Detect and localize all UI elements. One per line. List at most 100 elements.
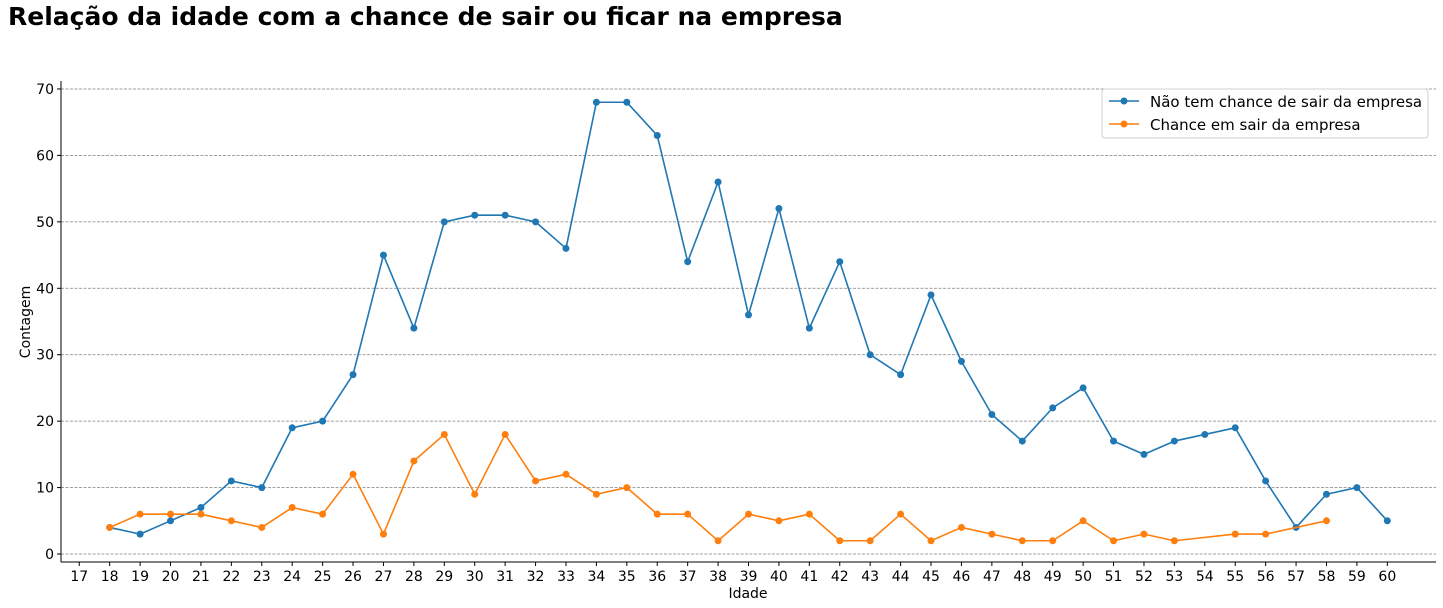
data-point — [684, 258, 692, 266]
x-tick-label: 33 — [557, 569, 575, 585]
x-tick-label: 37 — [679, 569, 697, 585]
data-point — [957, 523, 965, 531]
x-tick-label: 49 — [1044, 569, 1062, 585]
data-point — [866, 537, 874, 545]
data-point — [988, 411, 996, 419]
x-tick-label: 27 — [375, 569, 393, 585]
x-tick-label: 35 — [618, 569, 636, 585]
data-point — [927, 291, 935, 299]
legend-entry-chance-em-sair: Chance em sair da empresa — [1150, 116, 1361, 134]
data-point — [1231, 424, 1239, 432]
x-axis-label: Idade — [728, 586, 767, 602]
x-tick-label: 40 — [770, 569, 788, 585]
data-point — [1110, 537, 1118, 545]
data-point — [319, 417, 327, 425]
y-axis-ticks: 0 10 20 30 40 50 60 70 — [36, 82, 61, 563]
data-point — [1079, 517, 1087, 525]
y-tick-label: 20 — [36, 414, 54, 430]
x-tick-label: 54 — [1196, 569, 1214, 585]
data-point — [897, 510, 905, 518]
data-point — [988, 530, 996, 538]
x-tick-label: 55 — [1226, 569, 1244, 585]
data-point — [227, 517, 235, 525]
x-tick-label: 28 — [405, 569, 423, 585]
legend-entry-nao-tem-chance: Não tem chance de sair da empresa — [1150, 93, 1422, 111]
axes — [60, 81, 1436, 563]
data-point — [592, 98, 600, 106]
x-tick-label: 41 — [800, 569, 818, 585]
x-tick-label: 18 — [101, 569, 119, 585]
y-tick-label: 60 — [36, 148, 54, 164]
data-point — [501, 211, 509, 219]
data-point — [866, 351, 874, 359]
data-point — [410, 457, 418, 465]
data-point — [1383, 517, 1391, 525]
y-tick-label: 70 — [36, 82, 54, 98]
data-point — [623, 484, 631, 492]
data-point — [1018, 537, 1026, 545]
x-tick-label: 53 — [1165, 569, 1183, 585]
data-point — [532, 477, 540, 485]
data-point — [714, 537, 722, 545]
data-point — [623, 98, 631, 106]
data-point — [745, 311, 752, 319]
data-point — [349, 371, 357, 379]
data-point — [1231, 530, 1239, 538]
data-point — [227, 477, 235, 485]
x-tick-label: 30 — [466, 569, 484, 585]
data-point — [136, 530, 144, 538]
legend-box — [1101, 88, 1429, 139]
data-point — [1353, 484, 1361, 492]
x-tick-label: 60 — [1378, 569, 1396, 585]
data-point — [592, 490, 600, 498]
data-point — [957, 357, 965, 365]
data-point — [106, 523, 114, 531]
y-tick-label: 50 — [36, 215, 54, 231]
data-point — [836, 537, 844, 545]
data-point — [1049, 537, 1057, 545]
y-tick-label: 40 — [36, 281, 54, 297]
data-point — [288, 424, 296, 432]
x-tick-label: 34 — [587, 569, 605, 585]
x-tick-label: 44 — [892, 569, 910, 585]
x-tick-label: 52 — [1135, 569, 1153, 585]
x-tick-label: 59 — [1348, 569, 1366, 585]
x-tick-label: 50 — [1074, 569, 1092, 585]
x-tick-label: 26 — [344, 569, 362, 585]
x-tick-label: 47 — [983, 569, 1001, 585]
y-tick-label: 30 — [36, 348, 54, 364]
data-point — [653, 510, 661, 518]
x-axis-ticks: 17 18 19 20 21 22 23 24 25 26 27 28 29 30 31 32 33 34 35 36… — [70, 562, 1396, 585]
x-tick-label: 45 — [922, 569, 940, 585]
data-point — [1140, 450, 1148, 458]
data-point — [379, 530, 387, 538]
data-point — [471, 211, 479, 219]
grid-lines — [61, 88, 1436, 555]
x-tick-label: 32 — [527, 569, 545, 585]
x-tick-label: 42 — [831, 569, 849, 585]
data-point — [684, 510, 692, 518]
y-tick-label: 0 — [45, 547, 54, 563]
data-point — [258, 523, 266, 531]
data-point — [714, 178, 722, 186]
data-point — [927, 537, 935, 545]
x-tick-label: 36 — [648, 569, 666, 585]
x-tick-label: 38 — [709, 569, 727, 585]
data-point — [532, 218, 540, 226]
data-point — [562, 470, 570, 478]
x-tick-label: 46 — [953, 569, 971, 585]
data-point — [471, 490, 479, 498]
data-point — [167, 510, 175, 518]
x-tick-label: 31 — [496, 569, 514, 585]
data-point — [1201, 430, 1209, 438]
legend-marker-nao-tem-chance — [1120, 97, 1128, 105]
x-tick-label: 25 — [314, 569, 332, 585]
y-tick-label: 10 — [36, 481, 54, 497]
data-point — [501, 430, 509, 438]
x-tick-label: 57 — [1287, 569, 1305, 585]
x-tick-label: 21 — [192, 569, 210, 585]
x-tick-label: 29 — [435, 569, 453, 585]
data-point — [1262, 477, 1270, 485]
data-point — [775, 205, 783, 213]
legend: Não tem chance de sair da empresa Chance… — [1101, 88, 1429, 139]
